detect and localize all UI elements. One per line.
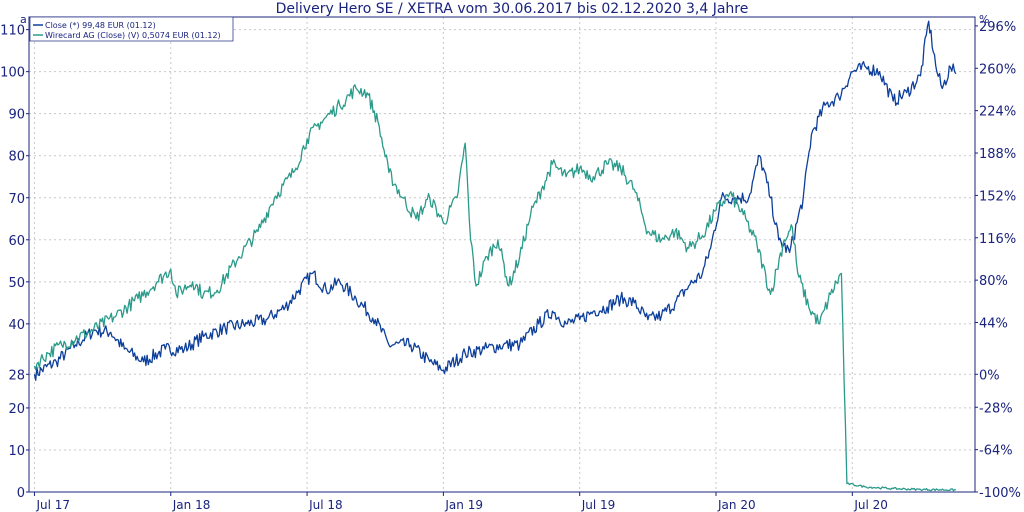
legend: Close (*) 99,48 EUR (01.12) Wirecard AG … <box>29 16 234 42</box>
legend-label-wirecard: Wirecard AG (Close) (V) 0,5074 EUR (01.1… <box>45 31 221 40</box>
y-right-tick-label: 44% <box>979 317 1008 332</box>
y-axis-left: 0 10 20 28 40 50 60 70 80 90 100 110 <box>0 24 29 501</box>
y-right-tick-label: 0% <box>979 368 1000 383</box>
y-tick-label: 20 <box>8 402 25 417</box>
y-tick-label: 28 <box>8 368 25 383</box>
y-right-tick-label: 116% <box>979 232 1016 247</box>
x-tick-label: Jan 20 <box>717 498 756 512</box>
y-tick-label: 40 <box>8 318 25 333</box>
y-right-tick-label: -64% <box>979 444 1013 459</box>
y-right-tick-label: 80% <box>979 274 1008 289</box>
x-tick-label: Jul 17 <box>35 498 70 512</box>
y-tick-label: 0 <box>17 486 25 501</box>
y-tick-label: 60 <box>8 234 25 249</box>
plot-area <box>28 16 976 493</box>
series-lines <box>33 20 957 492</box>
y-tick-label: 10 <box>8 444 25 459</box>
y-right-tick-label: 188% <box>979 147 1016 162</box>
y-right-tick-label: 152% <box>979 189 1016 204</box>
grid <box>29 17 975 493</box>
x-tick-label: Jan 19 <box>444 498 483 512</box>
y-tick-label: 50 <box>8 276 25 291</box>
y-right-tick-label: 296% <box>979 20 1016 35</box>
y-right-tick-label: 224% <box>979 105 1016 120</box>
y-right-tick-label: 260% <box>979 62 1016 77</box>
legend-label-close: Close (*) 99,48 EUR (01.12) <box>45 21 156 30</box>
y-axis-right: 296% 260% 224% 188% 152% 116% 80% 44% 0% -28% -64%… <box>975 20 1021 501</box>
series-line-close <box>33 20 957 381</box>
corner-label-right: % <box>979 13 989 26</box>
legend-box <box>29 16 234 42</box>
y-right-tick-label: -100% <box>979 486 1021 501</box>
x-axis: Jul 17 Jan 18 Jul 18 Jan 19 Jul 19 Jan 20 Jul … <box>33 492 888 512</box>
corner-label-left: a <box>20 13 27 26</box>
x-tick-label: Jul 18 <box>308 498 343 512</box>
y-tick-label: 80 <box>8 150 25 165</box>
y-right-tick-label: -28% <box>979 401 1013 416</box>
y-tick-label: 90 <box>8 108 25 123</box>
x-tick-label: Jul 19 <box>581 498 616 512</box>
y-tick-label: 70 <box>8 192 25 207</box>
y-tick-label: 100 <box>0 66 25 81</box>
x-tick-label: Jul 20 <box>853 498 888 512</box>
y-tick-label: 110 <box>0 24 25 39</box>
chart-title: Delivery Hero SE / XETRA vom 30.06.2017 … <box>276 1 749 17</box>
x-tick-label: Jan 18 <box>172 498 211 512</box>
series-line-wirecard <box>33 84 957 492</box>
